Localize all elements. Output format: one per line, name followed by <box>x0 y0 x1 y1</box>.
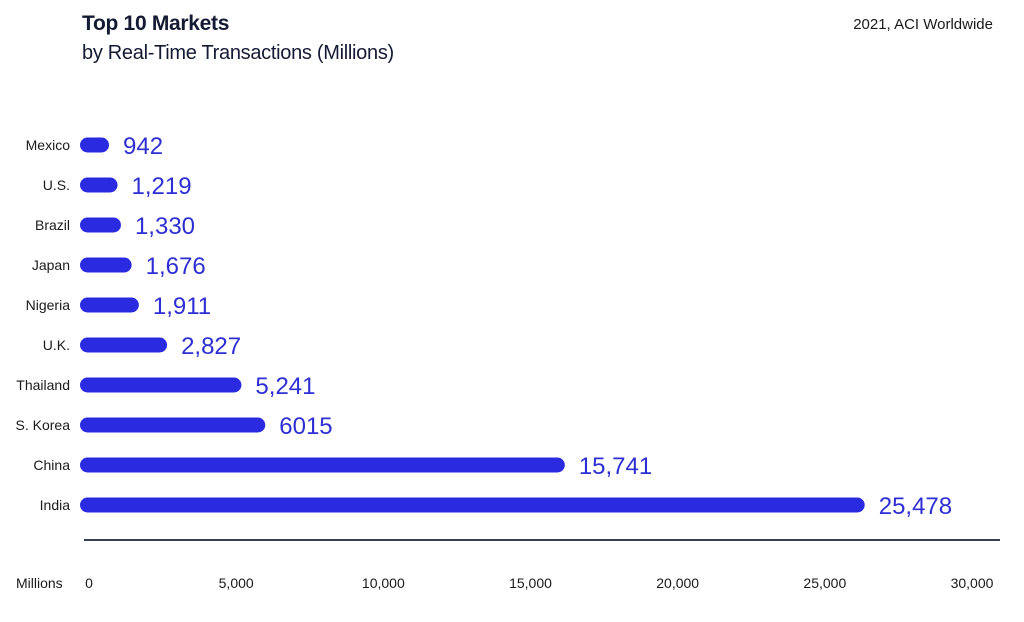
value-label: 1,676 <box>146 253 206 280</box>
value-label: 1,330 <box>135 213 195 240</box>
bar <box>80 457 565 473</box>
chart-subtitle: by Real-Time Transactions (Millions) <box>82 42 394 64</box>
value-label: 5,241 <box>255 373 315 400</box>
bar <box>80 217 121 233</box>
bar <box>80 377 242 393</box>
value-label: 942 <box>123 133 163 160</box>
category-label: Japan <box>32 257 70 273</box>
value-label: 15,741 <box>579 453 652 480</box>
x-tick-label: 10,000 <box>362 575 405 591</box>
bar <box>80 337 168 353</box>
category-label: China <box>33 457 70 473</box>
x-tick-label: 15,000 <box>509 575 552 591</box>
category-label: U.K. <box>43 337 70 353</box>
x-tick-label: 20,000 <box>656 575 699 591</box>
category-label: India <box>40 497 71 513</box>
value-label: 1,219 <box>132 173 192 200</box>
value-label: 25,478 <box>879 493 952 520</box>
bar <box>80 257 132 273</box>
chart-title: Top 10 Markets <box>82 12 230 35</box>
chart-source: 2021, ACI Worldwide <box>853 16 993 33</box>
value-label: 2,827 <box>181 333 241 360</box>
x-tick-label: 30,000 <box>951 575 994 591</box>
value-label: 1,911 <box>153 293 211 320</box>
bar <box>80 497 865 513</box>
category-label: Nigeria <box>26 297 71 313</box>
x-axis-label: Millions <box>16 575 63 591</box>
category-label: U.S. <box>43 177 70 193</box>
category-label: Mexico <box>26 137 71 153</box>
category-label: Thailand <box>16 377 70 393</box>
x-tick-label: 25,000 <box>803 575 846 591</box>
bar <box>80 137 110 153</box>
x-tick-label: 0 <box>85 575 93 591</box>
bar <box>80 177 118 193</box>
x-tick-label: 5,000 <box>219 575 254 591</box>
bar <box>80 417 266 433</box>
category-label: Brazil <box>35 217 70 233</box>
value-label: 6015 <box>279 413 332 440</box>
bar <box>80 297 139 313</box>
category-label: S. Korea <box>16 417 71 433</box>
